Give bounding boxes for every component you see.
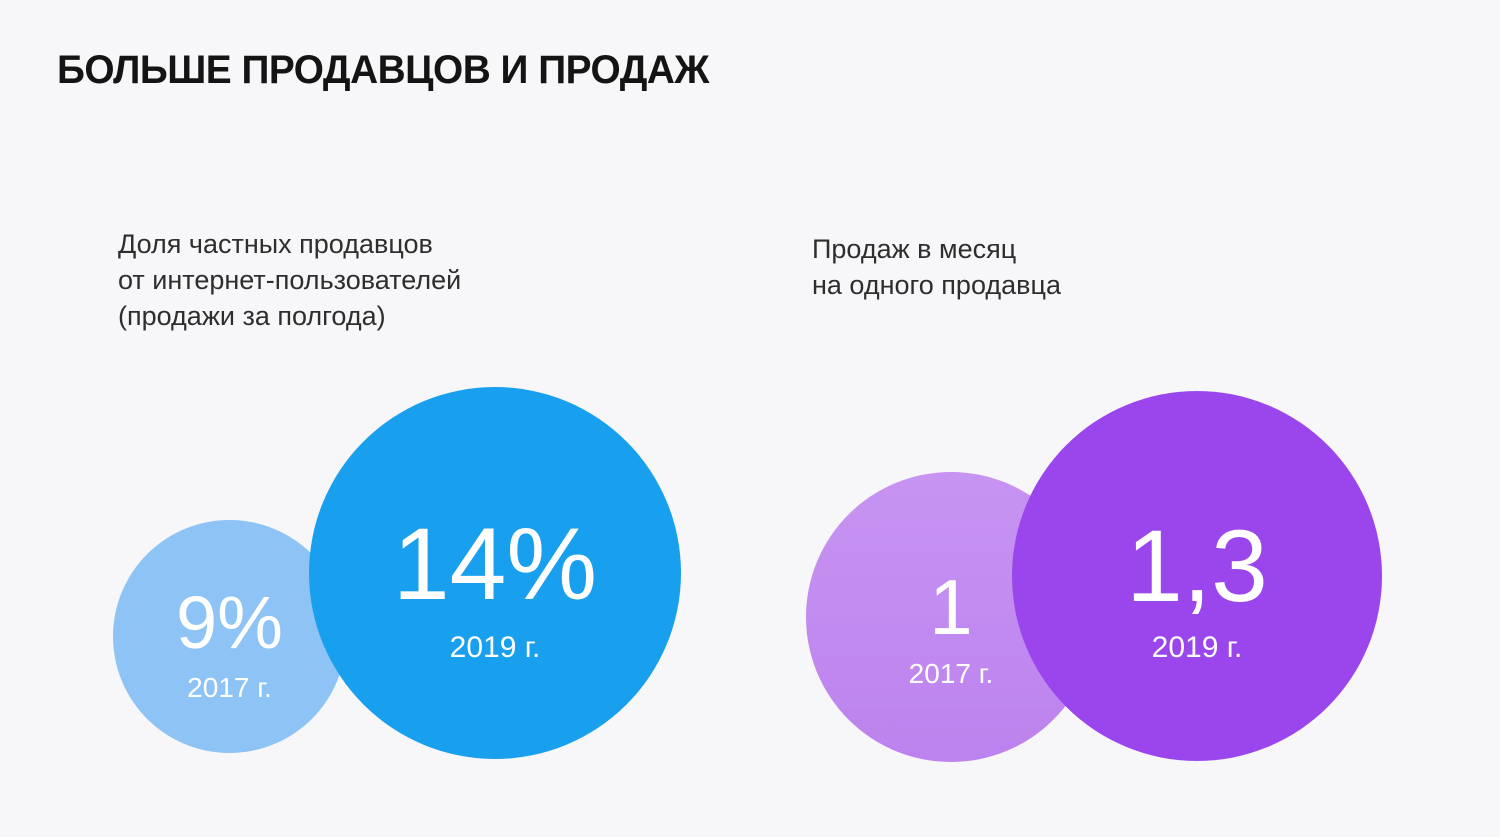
bubble-year-label: 2019 г. <box>449 631 541 664</box>
bubble-value: 1,3 <box>1126 509 1268 623</box>
bubble-value: 9% <box>176 580 283 664</box>
bubble-sellers-2017-content: 9% 2017 г. <box>113 528 346 761</box>
sellers-label-line-3: (продажи за полгода) <box>118 301 386 331</box>
sellers-group-label: Доля частных продавцов от интернет-польз… <box>118 226 461 334</box>
bubble-year-label: 2017 г. <box>908 658 994 689</box>
sellers-label-line-2: от интернет-пользователей <box>118 265 462 295</box>
bubble-sales-2017-content: 1 2017 г. <box>806 484 1096 774</box>
bubble-sales-2019: 1,3 2019 г. <box>1012 391 1382 761</box>
page-title: БОЛЬШЕ ПРОДАВЦОВ И ПРОДАЖ <box>57 48 709 92</box>
bubble-year-label: 2017 г. <box>187 671 272 703</box>
bubble-sellers-2019-content: 14% 2019 г. <box>309 403 681 775</box>
sales-label-line-1: Продаж в месяц <box>812 234 1017 264</box>
bubble-sellers-2017: 9% 2017 г. <box>113 520 346 753</box>
sales-label-line-2: на одного продавца <box>812 270 1061 300</box>
bubble-year-label: 2019 г. <box>1151 631 1243 664</box>
bubble-sales-2019-content: 1,3 2019 г. <box>1012 405 1382 775</box>
sales-group-label: Продаж в месяц на одного продавца <box>812 231 1061 303</box>
bubble-value: 14% <box>392 507 598 621</box>
bubble-sellers-2019: 14% 2019 г. <box>309 387 681 759</box>
sellers-label-line-1: Доля частных продавцов <box>118 229 433 259</box>
bubble-value: 1 <box>929 563 973 651</box>
